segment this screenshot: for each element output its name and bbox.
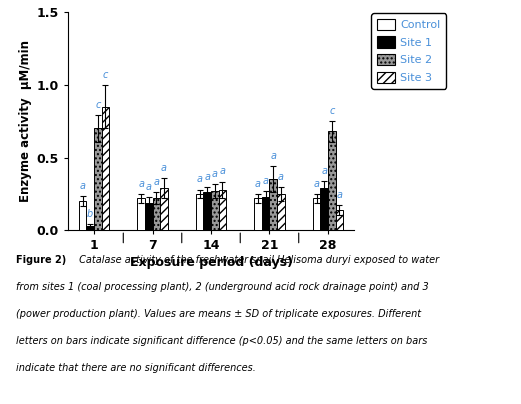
Text: a: a bbox=[153, 177, 159, 187]
Bar bbox=[86, 226, 94, 230]
Bar bbox=[145, 203, 153, 230]
Text: a: a bbox=[278, 172, 284, 181]
Text: letters on bars indicate significant difference (p<0.05) and the same letters on: letters on bars indicate significant dif… bbox=[16, 336, 427, 346]
Text: Figure 2): Figure 2) bbox=[16, 255, 66, 265]
Legend: Control, Site 1, Site 2, Site 3: Control, Site 1, Site 2, Site 3 bbox=[371, 13, 446, 88]
Text: a: a bbox=[161, 163, 167, 173]
Bar bbox=[254, 198, 262, 230]
Text: Catalase activity of the freshwater snail Helisoma duryi exposed to water: Catalase activity of the freshwater snai… bbox=[76, 255, 439, 265]
Text: a: a bbox=[337, 190, 342, 200]
Text: a: a bbox=[270, 151, 276, 161]
Text: a: a bbox=[212, 169, 218, 179]
Text: a: a bbox=[263, 176, 269, 186]
Bar bbox=[277, 194, 284, 230]
Bar bbox=[79, 201, 86, 230]
Bar bbox=[138, 198, 145, 230]
Bar bbox=[219, 189, 226, 230]
Text: a: a bbox=[138, 179, 144, 189]
Bar bbox=[269, 179, 277, 230]
Bar bbox=[196, 194, 203, 230]
X-axis label: Exposure period (days): Exposure period (days) bbox=[130, 257, 292, 269]
Bar bbox=[262, 197, 269, 230]
Text: a: a bbox=[255, 179, 261, 189]
Text: a: a bbox=[314, 179, 319, 189]
Bar bbox=[328, 131, 336, 230]
Bar bbox=[320, 188, 328, 230]
Bar bbox=[94, 128, 102, 230]
Text: a: a bbox=[80, 181, 85, 191]
Y-axis label: Enzyme activity  μM/min: Enzyme activity μM/min bbox=[19, 40, 32, 202]
Bar bbox=[102, 107, 109, 230]
Text: c: c bbox=[329, 106, 334, 116]
Bar bbox=[153, 198, 160, 230]
Text: a: a bbox=[219, 166, 226, 177]
Bar bbox=[160, 188, 168, 230]
Bar bbox=[211, 191, 219, 230]
Text: b: b bbox=[87, 209, 93, 219]
Text: a: a bbox=[146, 182, 152, 192]
Text: from sites 1 (coal processing plant), 2 (underground acid rock drainage point) a: from sites 1 (coal processing plant), 2 … bbox=[16, 282, 428, 292]
Text: (power production plant). Values are means ± SD of triplicate exposures. Differe: (power production plant). Values are mea… bbox=[16, 309, 421, 319]
Bar bbox=[336, 210, 343, 230]
Text: a: a bbox=[196, 175, 203, 185]
Bar bbox=[313, 198, 320, 230]
Bar bbox=[203, 192, 211, 230]
Text: c: c bbox=[95, 100, 101, 110]
Text: c: c bbox=[103, 70, 108, 80]
Text: a: a bbox=[321, 166, 327, 176]
Text: a: a bbox=[204, 172, 210, 181]
Text: indicate that there are no significant differences.: indicate that there are no significant d… bbox=[16, 362, 255, 372]
